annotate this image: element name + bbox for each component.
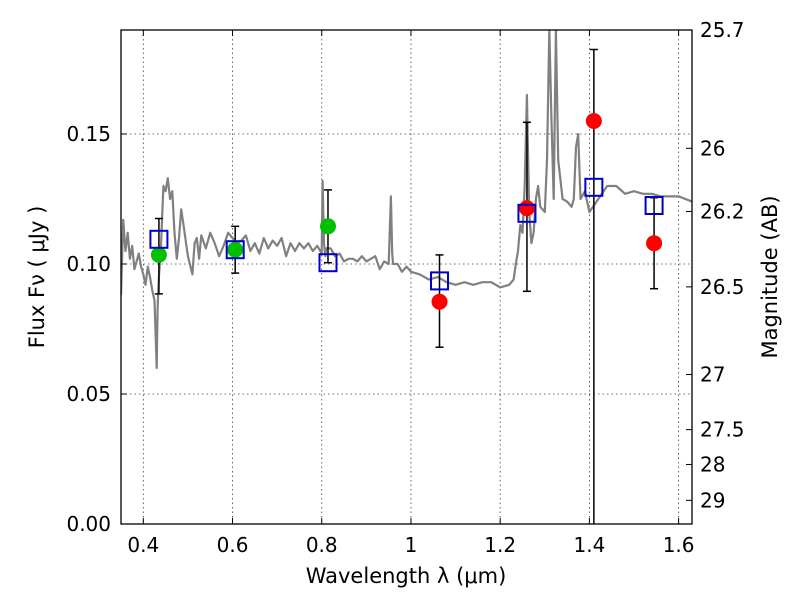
observed-red-point [646, 235, 663, 252]
marker-layer [149, 113, 664, 310]
x-tick-label: 0.4 [127, 533, 159, 557]
model-photometry-point [584, 177, 604, 197]
x-tick-label: 1.4 [573, 533, 605, 557]
y2-tick-label: 26.2 [700, 199, 745, 223]
plot-frame [120, 29, 693, 525]
x-tick-label: 0.8 [306, 533, 338, 557]
y-tick-label: 0.10 [66, 252, 111, 276]
errorbar-layer [154, 48, 659, 524]
model-photometry-point [430, 271, 450, 291]
y2-tick-label: 26 [700, 136, 725, 160]
y-tick-label: 0.05 [66, 382, 111, 406]
spectrum-line [121, 30, 692, 370]
observed-red-point [431, 293, 448, 310]
y2-tick-label: 27 [700, 363, 725, 387]
y2-tick-label: 28 [700, 452, 725, 476]
model-photometry-point [517, 203, 537, 223]
y2-tick-label: 29 [700, 488, 725, 512]
grid [121, 30, 692, 525]
observed-red-point [518, 200, 535, 217]
x-tick-label: 1.2 [484, 533, 516, 557]
x-axis: 0.4 0.6 0.8 1 1.2 1.4 1.6 [127, 30, 695, 557]
y2-axis-label: Magnitude (AB) [758, 195, 782, 358]
x-tick-label: 1.6 [663, 533, 695, 557]
observed-detections-point [227, 241, 244, 258]
y2-tick-label: 27.5 [700, 418, 745, 442]
spectrum-layer [121, 30, 692, 370]
y2-tick-label: 25.7 [700, 18, 745, 42]
y2-tick-label: 26.5 [700, 275, 745, 299]
model-photometry-point [644, 196, 664, 215]
model-photometry-point [149, 229, 169, 249]
y-axis: 0.00 0.05 0.10 0.15 [66, 122, 127, 536]
y-tick-label: 0.15 [66, 122, 111, 146]
y-axis-label: Flux Fν ( μJy ) [25, 206, 49, 349]
x-tick-label: 0.6 [217, 533, 249, 557]
observed-detections-point [319, 218, 336, 235]
observed-red-point [585, 113, 602, 129]
x-axis-label: Wavelength λ (μm) [306, 564, 507, 588]
model-photometry-point [225, 240, 245, 260]
observed-detections-point [150, 246, 167, 263]
y-tick-label: 0.00 [66, 512, 111, 536]
model-photometry-point [318, 253, 338, 273]
x-tick-label: 1 [405, 533, 418, 557]
y2-axis: 25.7 26 26.2 26.5 27 27.5 28 29 [686, 18, 745, 512]
